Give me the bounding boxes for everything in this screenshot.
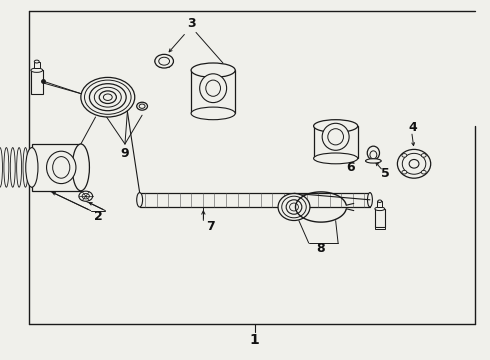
Ellipse shape — [34, 60, 39, 63]
Bar — [34, 62, 40, 68]
Ellipse shape — [139, 104, 145, 108]
Ellipse shape — [137, 193, 143, 207]
Ellipse shape — [82, 194, 89, 199]
Ellipse shape — [191, 63, 235, 77]
Text: 3: 3 — [187, 17, 196, 30]
Ellipse shape — [421, 154, 426, 157]
Ellipse shape — [81, 77, 135, 117]
Ellipse shape — [402, 153, 426, 174]
Ellipse shape — [53, 157, 70, 178]
Ellipse shape — [314, 120, 358, 132]
Ellipse shape — [47, 151, 76, 184]
Ellipse shape — [286, 200, 302, 214]
Ellipse shape — [29, 148, 34, 187]
Bar — [375, 209, 385, 227]
Ellipse shape — [94, 87, 121, 107]
Ellipse shape — [17, 148, 22, 187]
Ellipse shape — [375, 207, 385, 211]
Bar — [32, 144, 81, 191]
Text: 8: 8 — [317, 242, 325, 255]
Ellipse shape — [402, 170, 407, 174]
Ellipse shape — [322, 123, 349, 150]
Ellipse shape — [79, 191, 93, 201]
Ellipse shape — [159, 57, 170, 65]
Ellipse shape — [370, 151, 377, 159]
Ellipse shape — [23, 148, 28, 187]
Ellipse shape — [84, 80, 131, 114]
Bar — [377, 201, 382, 207]
Ellipse shape — [0, 148, 2, 187]
Ellipse shape — [31, 68, 43, 72]
Ellipse shape — [378, 200, 382, 202]
Ellipse shape — [409, 159, 419, 168]
Ellipse shape — [290, 203, 298, 211]
Text: 1: 1 — [250, 333, 260, 347]
Ellipse shape — [366, 159, 381, 163]
Text: 7: 7 — [206, 220, 215, 233]
Ellipse shape — [397, 149, 431, 178]
Ellipse shape — [99, 91, 117, 104]
Ellipse shape — [278, 194, 310, 220]
Bar — [314, 126, 358, 158]
Ellipse shape — [26, 148, 38, 187]
Ellipse shape — [314, 153, 358, 164]
Ellipse shape — [328, 129, 343, 145]
Ellipse shape — [103, 94, 112, 100]
Text: 5: 5 — [381, 167, 390, 180]
Ellipse shape — [155, 54, 173, 68]
Ellipse shape — [89, 84, 126, 111]
Ellipse shape — [282, 196, 306, 218]
Text: 9: 9 — [121, 147, 129, 159]
Text: 6: 6 — [346, 161, 355, 174]
Ellipse shape — [10, 148, 15, 187]
Ellipse shape — [368, 193, 372, 207]
Bar — [375, 227, 385, 229]
Ellipse shape — [402, 154, 407, 157]
Text: 2: 2 — [94, 210, 102, 222]
Ellipse shape — [191, 107, 235, 120]
Ellipse shape — [137, 102, 147, 110]
Text: 4: 4 — [408, 121, 417, 134]
Ellipse shape — [206, 80, 220, 96]
Bar — [31, 70, 43, 94]
Ellipse shape — [421, 170, 426, 174]
Ellipse shape — [4, 148, 9, 187]
Ellipse shape — [200, 74, 226, 103]
Bar — [191, 70, 235, 113]
Ellipse shape — [73, 144, 89, 191]
Ellipse shape — [368, 146, 379, 160]
